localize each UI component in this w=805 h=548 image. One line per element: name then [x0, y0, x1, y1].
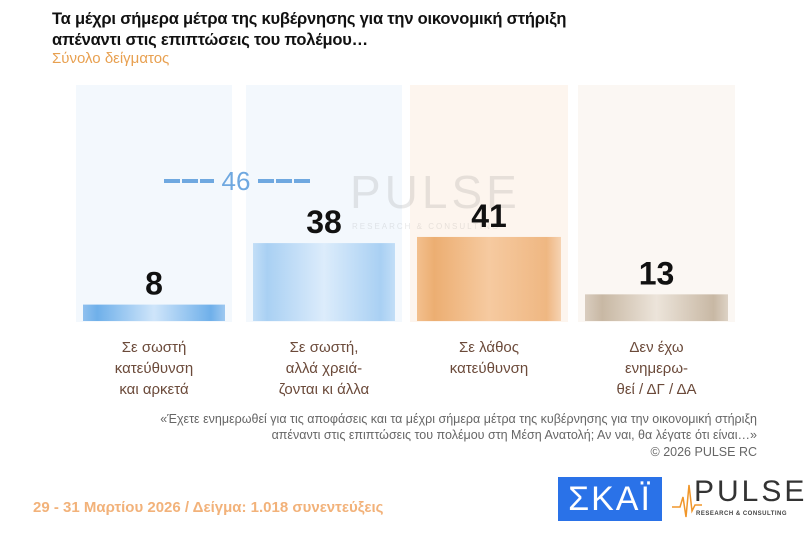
column-background: [76, 85, 232, 322]
column-background: [578, 85, 735, 322]
value-label: 38: [306, 204, 342, 240]
bar-2: [417, 236, 561, 321]
value-label: 41: [471, 198, 507, 234]
combined-total-label: 46: [222, 166, 251, 196]
pulse-heartbeat-icon: [672, 484, 702, 518]
pulse-logo: PULSE RESEARCH & CONSULTING: [672, 475, 804, 523]
value-label: 8: [145, 266, 163, 302]
category-label: Δεν έχω ενημερω- θεί / ΔΓ / ΔΑ: [616, 339, 697, 398]
value-label: 13: [639, 255, 675, 291]
category-label: Σε σωστή κατεύθυνση και αρκετά: [114, 339, 194, 398]
title-line-1: Τα μέχρι σήμερα μέτρα της κυβέρνησης για…: [52, 10, 567, 28]
chart-title: Τα μέχρι σήμερα μέτρα της κυβέρνησης για…: [52, 9, 566, 51]
svg-text:PULSE: PULSE: [350, 166, 521, 218]
survey-dates-sample: 29 - 31 Μαρτίου 2026 / Δείγμα: 1.018 συν…: [33, 499, 384, 516]
category-label: Σε λάθος κατεύθυνση: [449, 339, 529, 377]
svg-text:RESEARCH & CONSULTING: RESEARCH & CONSULTING: [352, 222, 500, 231]
bar-1: [253, 243, 395, 321]
survey-question-note: «Έχετε ενημερωθεί για τις αποφάσεις και …: [160, 412, 757, 442]
pulse-watermark: PULSE RESEARCH & CONSULTING: [350, 166, 521, 231]
category-label: Σε σωστή, αλλά χρειά- ζονται κι άλλα: [278, 339, 370, 398]
chart-subtitle: Σύνολο δείγματος: [52, 50, 170, 67]
copyright: © 2026 PULSE RC: [650, 445, 757, 459]
title-line-2: απέναντι στις επιπτώσεις του πολέμου…: [52, 31, 368, 49]
skai-logo: ΣΚΑΪ: [558, 477, 662, 521]
bar-0: [83, 304, 225, 321]
bar-3: [585, 294, 728, 321]
